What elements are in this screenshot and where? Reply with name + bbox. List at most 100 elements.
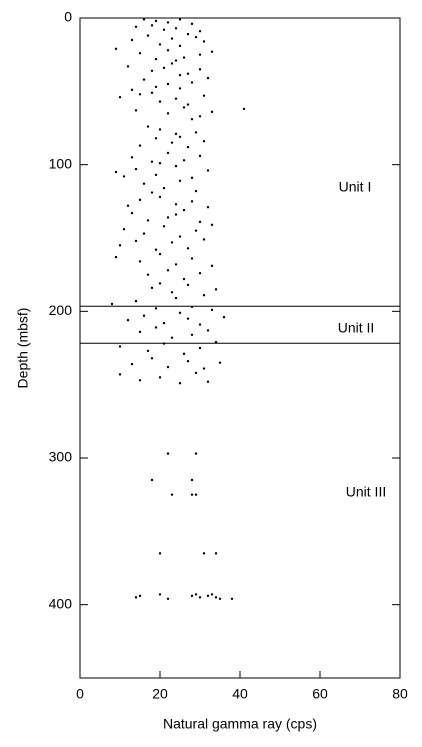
x-tick-label: 80 — [392, 686, 408, 702]
y-tick-label: 300 — [49, 449, 73, 465]
data-point — [198, 346, 202, 350]
data-point — [158, 282, 162, 285]
data-point — [206, 206, 210, 209]
data-point — [150, 69, 154, 73]
data-point — [170, 241, 174, 244]
data-point — [162, 186, 166, 190]
data-point — [150, 357, 154, 360]
data-point — [210, 50, 214, 53]
unit-label: Unit II — [338, 320, 375, 336]
data-point — [130, 156, 134, 159]
data-point — [190, 305, 194, 309]
data-point — [178, 235, 182, 238]
data-point — [190, 478, 194, 482]
data-point — [198, 115, 202, 118]
data-point — [186, 103, 190, 106]
data-point — [146, 34, 150, 37]
data-point — [210, 308, 214, 312]
data-point — [186, 360, 190, 363]
data-point — [178, 44, 182, 48]
data-point — [170, 141, 174, 144]
data-point — [190, 22, 194, 26]
data-point — [194, 371, 198, 375]
data-point — [166, 365, 170, 369]
data-point — [178, 87, 182, 90]
data-point — [194, 593, 198, 596]
data-point — [158, 100, 162, 103]
unit-label: Unit I — [339, 179, 372, 195]
data-point — [190, 257, 194, 260]
data-point — [242, 107, 246, 111]
data-point — [138, 144, 142, 147]
y-axis-label: Depth (mbsf) — [15, 308, 31, 389]
data-point — [150, 91, 154, 95]
data-point — [154, 173, 158, 177]
data-point — [202, 294, 206, 297]
data-point — [134, 596, 138, 599]
data-point — [162, 225, 166, 228]
data-point — [198, 220, 202, 224]
data-point — [194, 35, 198, 39]
y-tick-label: 100 — [49, 155, 73, 171]
data-point — [186, 247, 190, 250]
data-point — [198, 68, 202, 71]
data-point — [158, 195, 162, 199]
data-point — [230, 597, 234, 600]
data-point — [122, 175, 126, 178]
data-point — [198, 154, 202, 158]
data-point — [158, 252, 162, 256]
data-point — [142, 182, 146, 185]
data-point — [222, 316, 226, 319]
data-point — [206, 594, 210, 598]
data-point — [214, 288, 218, 291]
x-tick-label: 40 — [232, 686, 248, 702]
data-point — [174, 97, 178, 100]
data-point — [118, 373, 122, 376]
data-point — [146, 125, 150, 128]
data-point — [166, 452, 170, 455]
data-point — [170, 37, 174, 40]
data-point — [174, 203, 178, 206]
data-point — [134, 167, 138, 171]
data-point — [178, 311, 182, 314]
data-point — [206, 76, 210, 80]
data-point — [154, 248, 158, 251]
x-tick-label: 0 — [76, 686, 84, 702]
unit-label: Unit III — [346, 484, 386, 500]
data-point — [114, 170, 118, 174]
data-point — [174, 296, 178, 300]
data-point — [190, 200, 194, 203]
data-point — [150, 160, 154, 163]
data-point — [170, 336, 174, 339]
data-point — [118, 244, 122, 247]
data-point — [210, 223, 214, 226]
x-tick-label: 60 — [312, 686, 328, 702]
data-point — [218, 361, 222, 364]
data-point — [154, 19, 158, 23]
data-point — [190, 333, 194, 336]
data-point — [118, 345, 122, 348]
data-point — [178, 74, 182, 77]
data-point — [138, 198, 142, 202]
data-point — [158, 593, 162, 596]
y-tick-label: 400 — [49, 595, 73, 611]
data-point — [194, 229, 198, 232]
data-point — [166, 216, 170, 219]
data-point — [190, 493, 194, 496]
data-point — [174, 132, 178, 136]
plot-frame — [79, 17, 401, 679]
data-point — [118, 96, 122, 99]
data-point — [186, 32, 190, 36]
data-point — [186, 145, 190, 149]
data-point — [174, 213, 178, 216]
data-point — [178, 382, 182, 385]
data-point — [174, 164, 178, 168]
data-point — [186, 283, 190, 287]
data-point — [134, 109, 138, 112]
y-tick-label: 0 — [64, 9, 72, 25]
data-point — [166, 21, 170, 24]
data-point — [182, 208, 186, 212]
data-point — [202, 40, 206, 43]
data-point — [110, 302, 114, 306]
